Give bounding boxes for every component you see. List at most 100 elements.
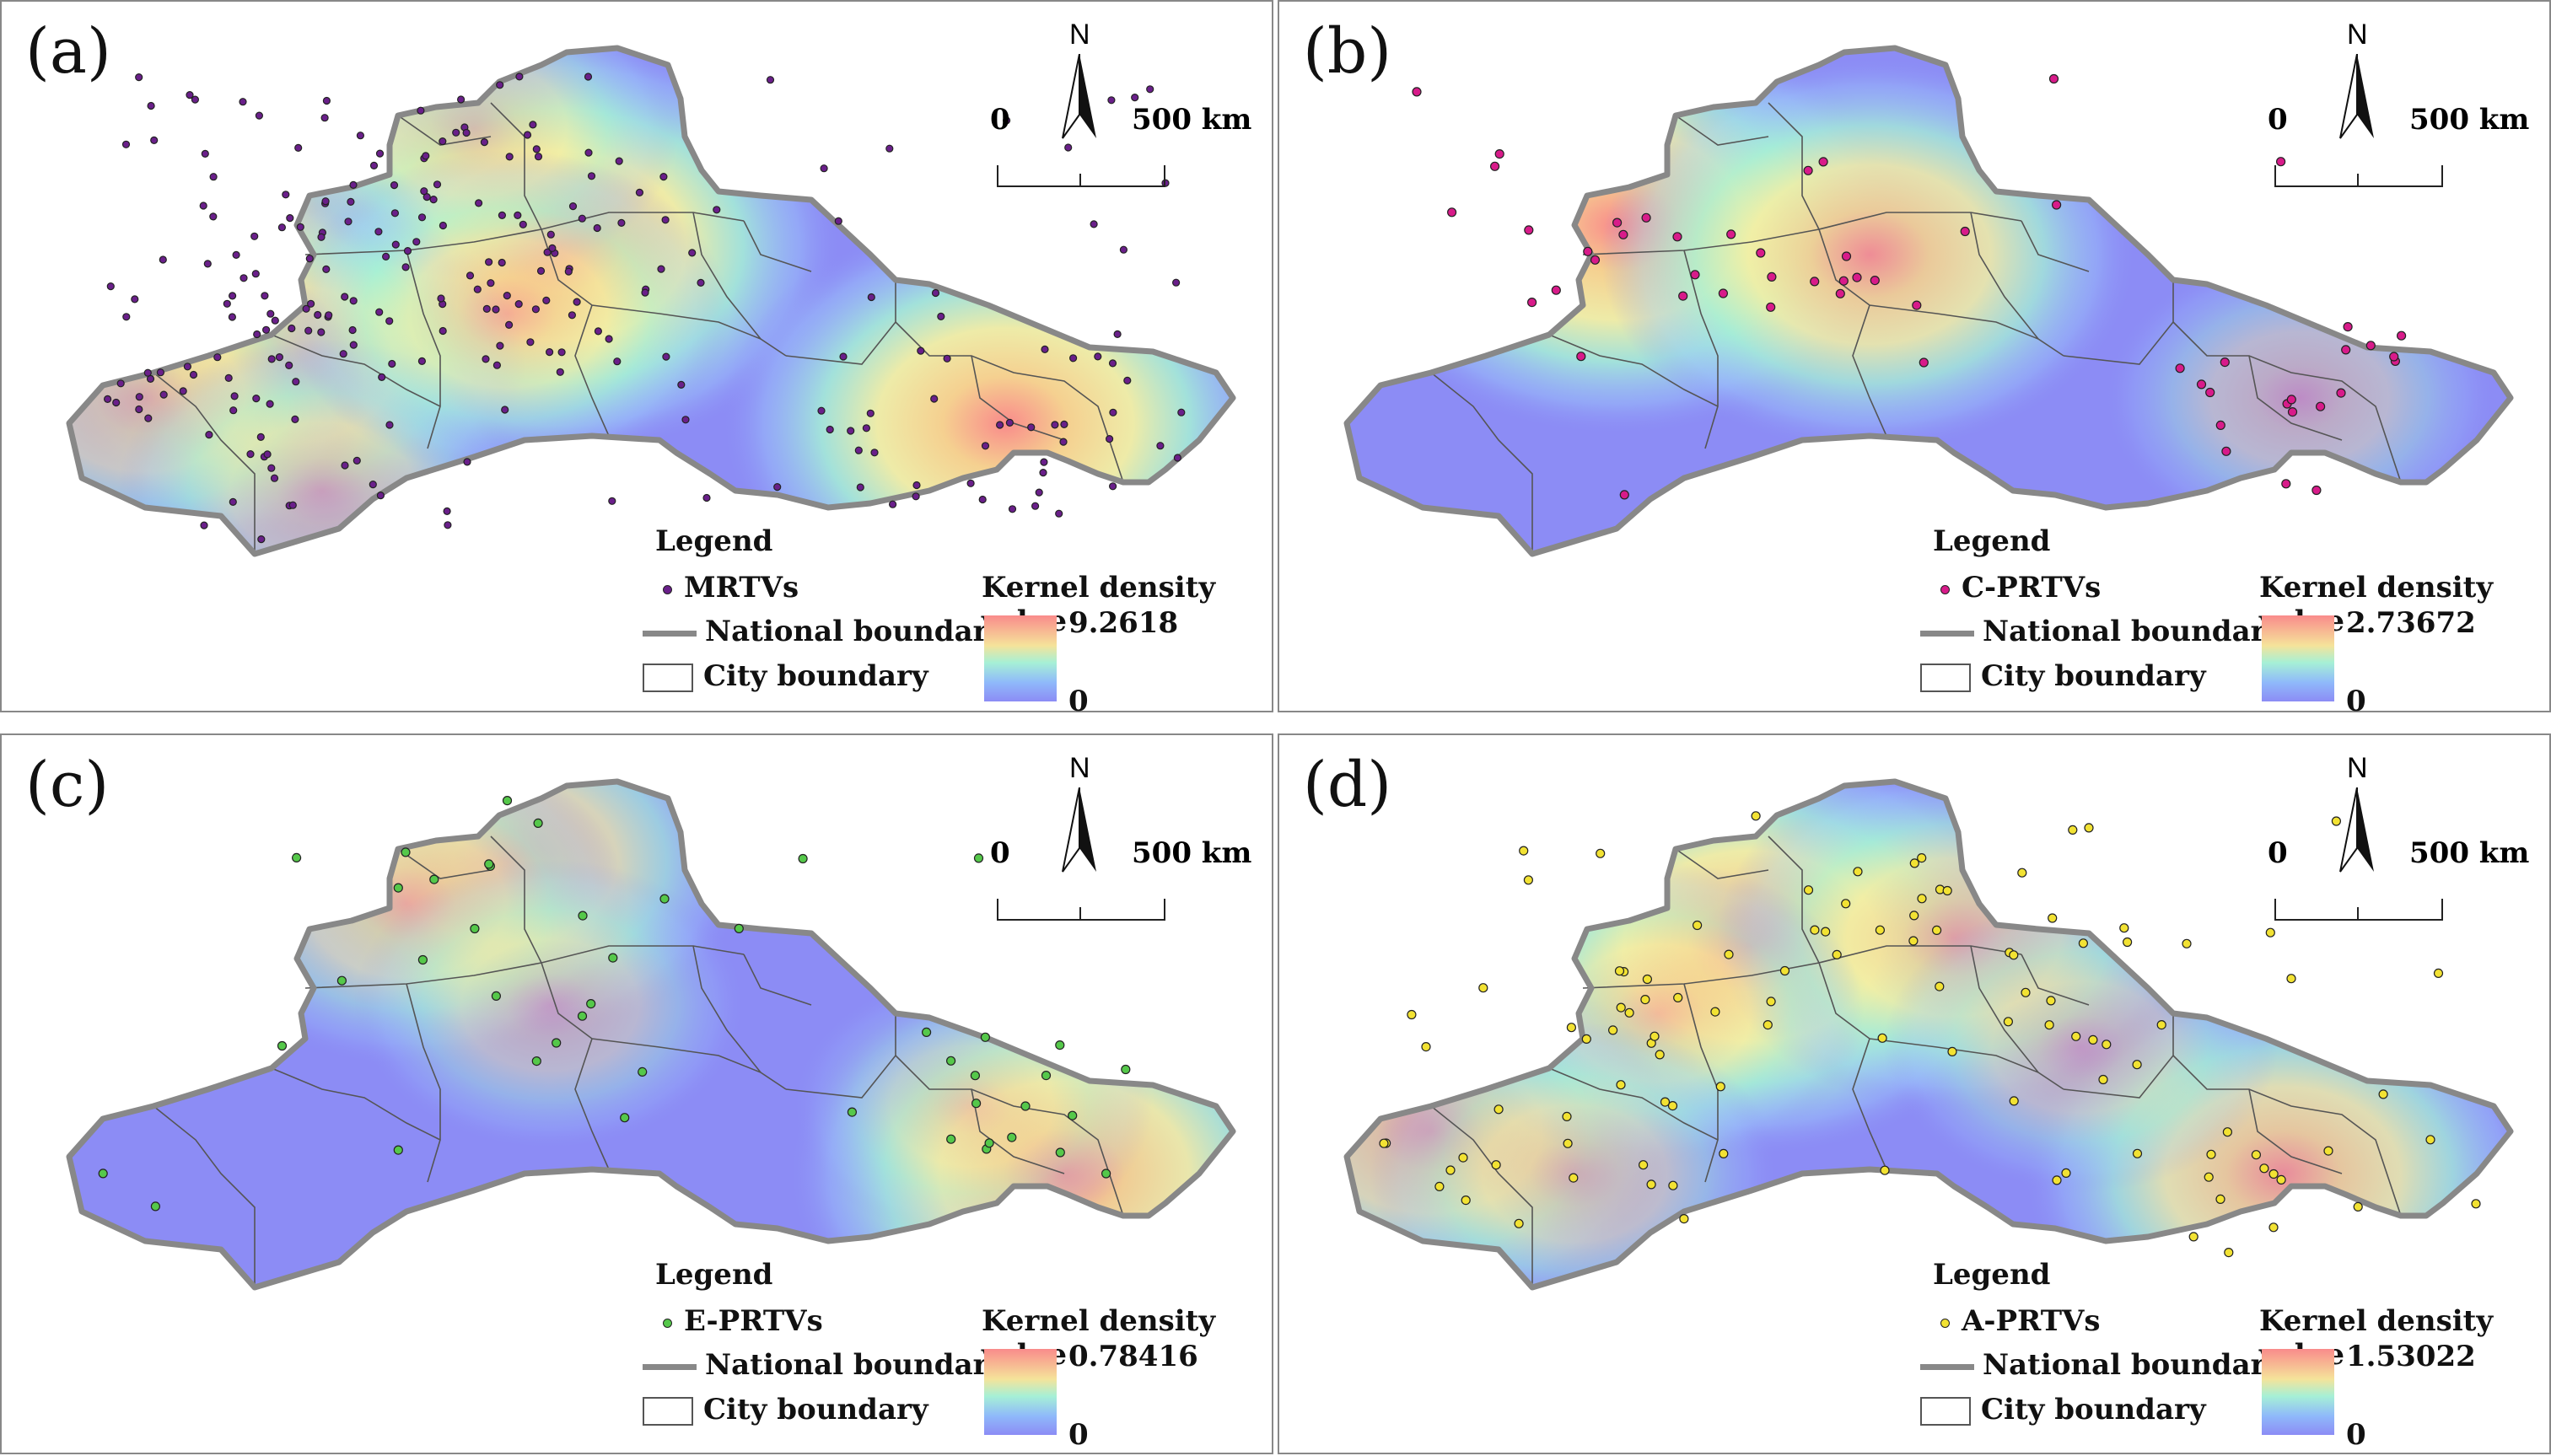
village-point [1960,226,1970,237]
village-point [2433,968,2444,978]
village-point [296,223,304,231]
panel-label: (a) [25,15,111,88]
village-point [2220,357,2230,368]
map-panel-b: (b) N 0 500 km Legend C-PRTVs National boundar… [1278,0,2551,718]
village-point [103,395,112,403]
legend-national-boundary-symbol [643,1363,697,1370]
village-point [586,999,596,1009]
village-point [1020,1101,1031,1111]
village-point [888,500,897,508]
village-point [339,350,347,358]
village-point [529,121,537,129]
village-point [1527,298,1537,308]
village-point [353,456,361,465]
village-point [2336,388,2346,398]
village-point [2156,1020,2166,1030]
village-point [294,143,303,152]
village-point [209,173,218,181]
village-point [1583,246,1593,256]
village-point [266,400,274,408]
scale-bar-midtick [2357,174,2359,185]
village-point [1835,288,1845,298]
village-point [348,325,357,335]
village-point [1646,1179,1656,1190]
village-point [2182,938,2192,948]
village-point [1039,468,1047,477]
kernel-density-min: 0 [1068,685,1089,718]
village-point [536,266,546,275]
village-point [470,923,480,934]
kernel-density-ramp [984,615,1057,701]
village-point [615,157,623,165]
city-boundary [406,250,441,449]
village-point [375,308,384,316]
village-point [2009,1096,2019,1106]
village-point [1608,1025,1618,1035]
village-point [1639,1160,1649,1170]
density-map [1343,778,2514,1291]
village-point [473,285,482,293]
village-point [1105,434,1114,443]
city-boundary [1675,848,1769,879]
village-point [578,214,586,223]
village-point [1870,276,1880,286]
village-point [661,216,670,224]
village-point [1832,949,1842,959]
village-point [1803,165,1813,175]
village-point [542,296,551,304]
village-point [1171,278,1181,287]
city-boundary [971,1088,1065,1174]
village-point [713,206,721,214]
village-point [1668,1180,1678,1190]
village-point [2048,73,2059,84]
village-point [1880,1165,1890,1175]
village-point [183,363,191,371]
north-label: N [1069,19,1090,51]
legend-item-points: E-PRTVs [643,1304,823,1338]
village-point [1113,330,1122,338]
scale-bar-line [997,165,1165,187]
map-panel-a: (a) N 0 500 km Legend MRTVs National boundary C… [0,0,1273,718]
village-point [492,361,502,369]
density-hotspot [287,150,729,477]
village-point [1616,1002,1626,1013]
village-point [1109,408,1117,416]
legend-title: Legend [1933,524,2051,558]
village-point [209,212,218,221]
village-point [1514,1218,1524,1228]
village-point [531,305,541,314]
village-point [697,278,705,287]
village-point [452,128,460,137]
village-point [482,304,491,313]
village-point [1566,1023,1576,1033]
village-point [2052,1175,2062,1185]
village-point [980,1032,991,1042]
village-point [798,853,808,864]
north-label: N [1069,752,1090,784]
village-point [1445,1165,1456,1175]
city-boundary [895,1055,1124,1217]
legend-item-points: MRTVs [643,571,799,604]
village-point [2323,1146,2333,1156]
village-point [1108,359,1117,368]
village-point [2188,1232,2198,1242]
village-point [285,361,293,369]
village-point [439,326,447,336]
village-point [307,299,315,308]
city-boundary [271,1067,441,1141]
village-point [1715,1082,1725,1092]
scale-bar-midtick [1079,174,1081,185]
legend-points-label: A-PRTVs [1962,1304,2101,1338]
village-point [463,458,471,466]
village-point [1051,421,1059,429]
north-arrow: N [1056,19,1115,145]
village-point [496,81,504,89]
village-point [970,1071,981,1081]
village-point [677,380,686,389]
village-point [1055,509,1063,518]
village-point [2259,1163,2269,1174]
village-point [1068,1110,1078,1120]
village-point [122,313,131,321]
village-point [2205,387,2215,398]
village-point [1551,285,1561,295]
